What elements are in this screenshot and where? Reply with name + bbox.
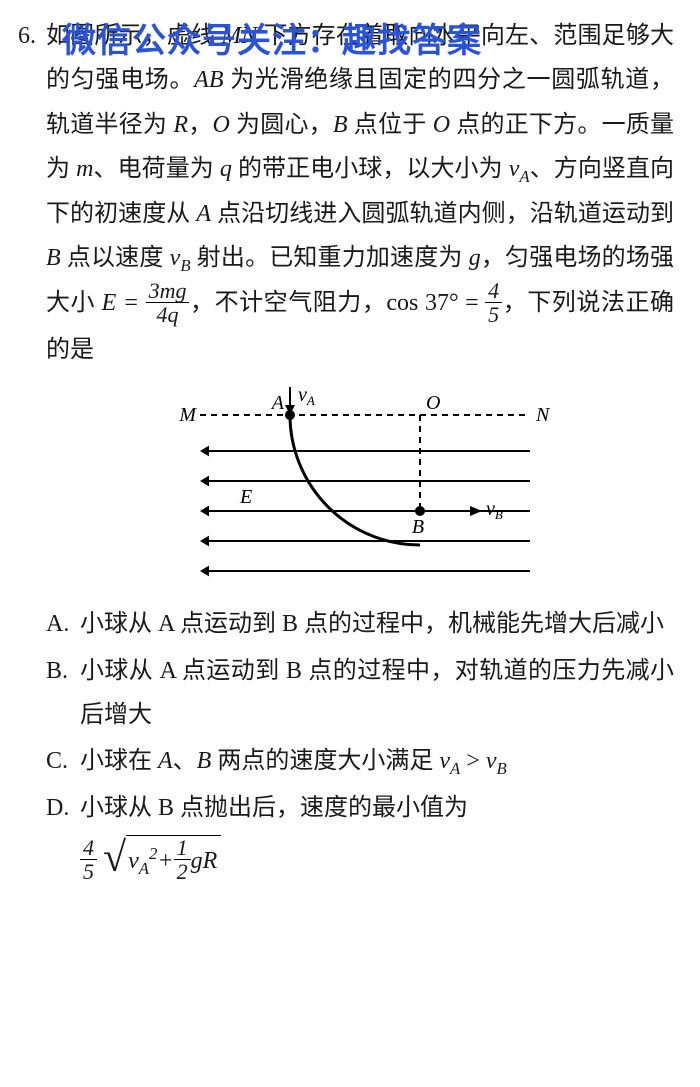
t: 、电荷量为 (93, 156, 219, 182)
option-c-text: 小球在 A、B 两点的速度大小满足 vA > vB (80, 739, 674, 784)
sym-vB: vB (170, 245, 191, 271)
t: 的带正电小球，以大小为 (232, 156, 509, 182)
sym-A: A (196, 201, 211, 227)
option-d-label: D. (46, 786, 80, 887)
diagram-svg: M N A O B EvA vB (160, 381, 560, 581)
sym-O2: O (433, 112, 450, 138)
svg-text:A: A (270, 392, 285, 414)
t: 点以速度 (61, 245, 170, 271)
sym-vA: vA (509, 156, 530, 182)
option-c-label: C. (46, 739, 80, 784)
physics-diagram: M N A O B EvA vB (46, 381, 674, 596)
svg-text:E: E (239, 486, 252, 508)
sym-m: m (76, 156, 93, 182)
frac-d: 45 (80, 836, 97, 883)
option-b-text: 小球从 A 点运动到 B 点的过程中，对轨道的压力先减小后增大 (80, 649, 674, 738)
svg-text:N: N (535, 404, 551, 426)
svg-text:vA: vA (298, 384, 315, 408)
t: 点位于 (348, 112, 433, 138)
options-list: A. 小球从 A 点运动到 B 点的过程中，机械能先增大后减小 B. 小球从 A… (46, 602, 674, 887)
frac-cos: 45 (485, 279, 502, 326)
sym-O: O (212, 112, 229, 138)
sym-E: E = (102, 290, 146, 316)
svg-text:M: M (178, 404, 197, 426)
question-block: 6. 如图所示，虚线 MN 下方存在着取向水平向左、范围足够大的匀强电场。AB … (18, 14, 674, 887)
option-a: A. 小球从 A 点运动到 B 点的过程中，机械能先增大后减小 (46, 602, 674, 646)
svg-text:vB: vB (486, 498, 503, 522)
option-c: C. 小球在 A、B 两点的速度大小满足 vA > vB (46, 739, 674, 784)
option-b: B. 小球从 A 点运动到 B 点的过程中，对轨道的压力先减小后增大 (46, 649, 674, 738)
svg-text:O: O (426, 392, 440, 414)
option-b-label: B. (46, 649, 80, 738)
t: 为圆心， (230, 112, 333, 138)
sym-q: q (220, 156, 232, 182)
t: ，不计空气阻力，cos 37° = (189, 290, 485, 316)
svg-text:B: B (412, 516, 424, 538)
question-body: 如图所示，虚线 MN 下方存在着取向水平向左、范围足够大的匀强电场。AB 为光滑… (46, 14, 674, 887)
sqrt-expr: √ vA2 + 12 gR (103, 835, 221, 885)
t: 射出。已知重力加速度为 (191, 245, 469, 271)
sym-B: B (333, 112, 348, 138)
sym-R: R (173, 112, 188, 138)
frac-E: 3mg4q (146, 279, 190, 326)
question-number: 6. (18, 14, 46, 58)
option-d: D. 小球从 B 点抛出后，速度的最小值为 45 √ vA2 + 12 gR (46, 786, 674, 887)
option-a-text: 小球从 A 点运动到 B 点的过程中，机械能先增大后减小 (80, 602, 674, 646)
sym-g: g (469, 245, 481, 271)
t: 点沿切线进入圆弧轨道内侧，沿轨道运动到 (211, 201, 674, 227)
watermark-text: 微信公众号关注：趣找答案 (62, 10, 482, 73)
sym-B2: B (46, 245, 61, 271)
option-a-label: A. (46, 602, 80, 646)
option-d-text: 小球从 B 点抛出后，速度的最小值为 45 √ vA2 + 12 gR (80, 786, 674, 887)
t: ， (188, 112, 212, 138)
